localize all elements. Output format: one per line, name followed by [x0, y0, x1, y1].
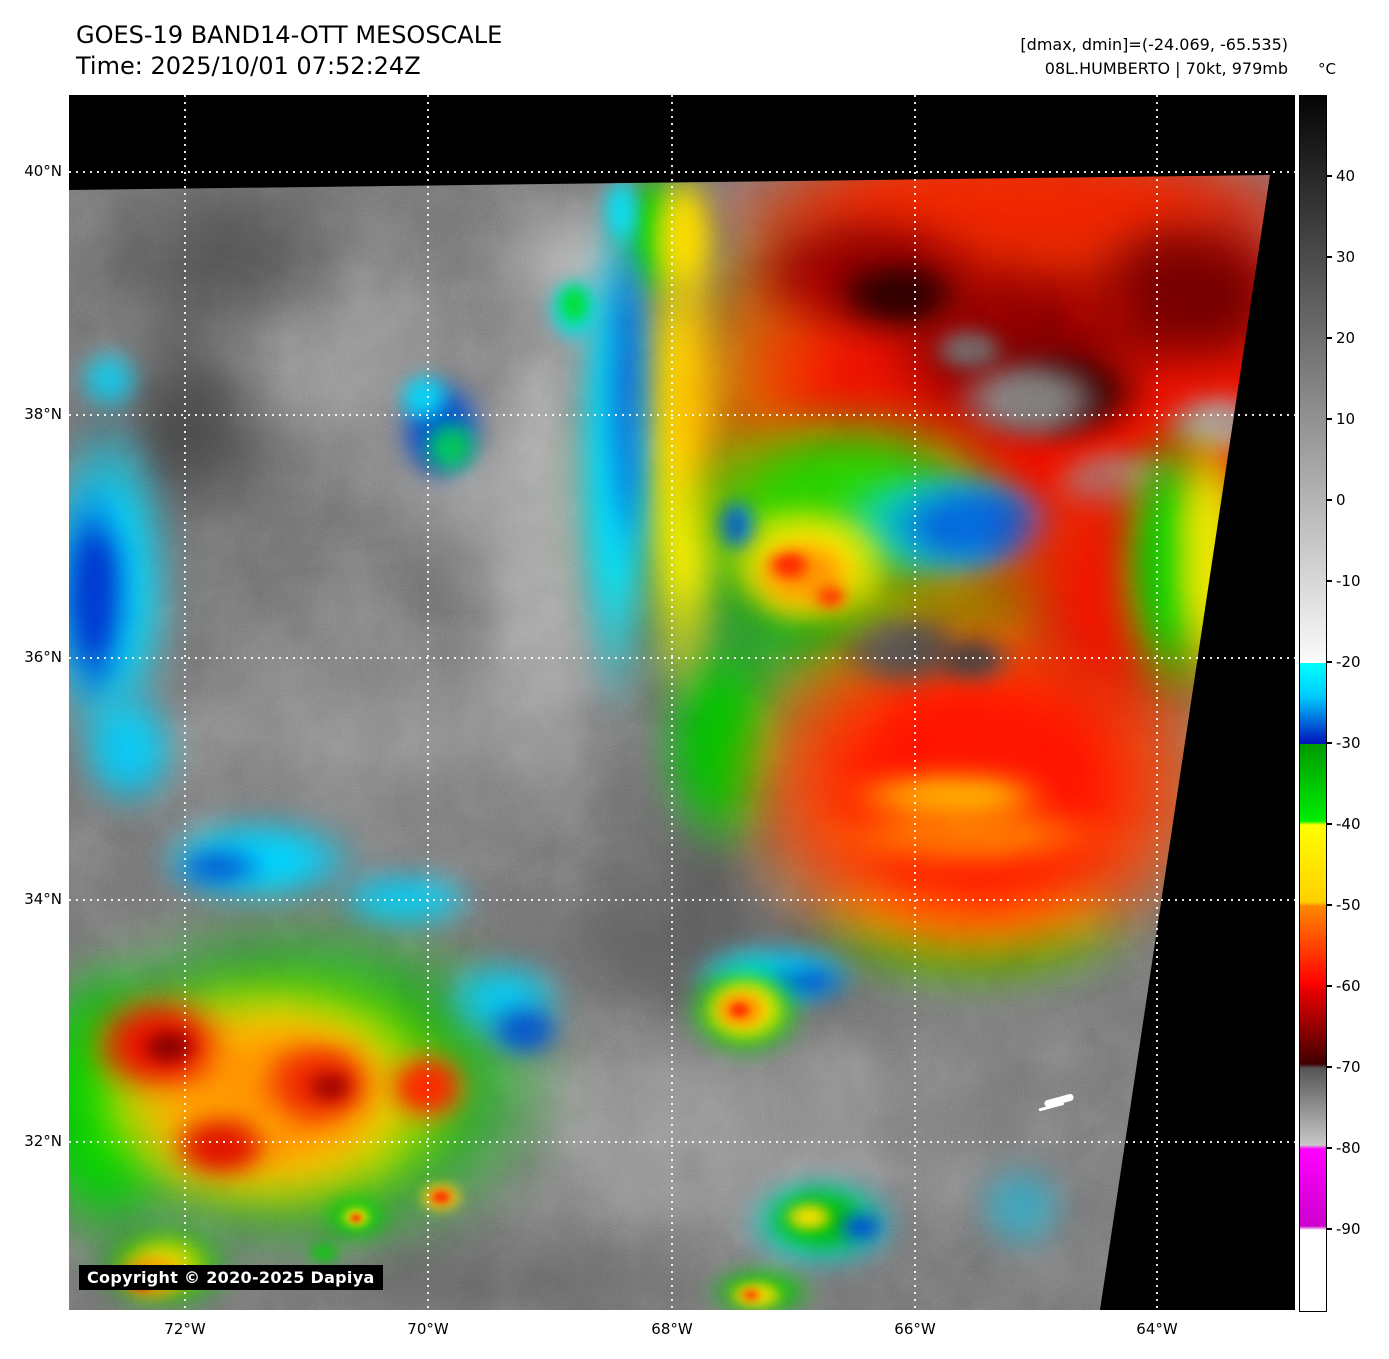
- colorbar-tick: [1326, 175, 1332, 177]
- colorbar-tick: [1326, 1147, 1332, 1149]
- gridline-38n: [69, 414, 1295, 416]
- cloud-blob: [783, 1202, 835, 1232]
- cloud-blob: [601, 175, 641, 250]
- gridline-32n: [69, 1141, 1295, 1143]
- lat-label: 34°N: [24, 890, 62, 908]
- colorbar-tick-label: -80: [1336, 1139, 1361, 1157]
- info-block: [dmax, dmin]=(-24.069, -65.535) 08L.HUMB…: [1020, 33, 1288, 81]
- colorbar-unit-label: °C: [1318, 60, 1336, 78]
- colorbar-tick-label: -10: [1336, 572, 1361, 590]
- colorbar-tick-label: -50: [1336, 896, 1361, 914]
- gridline-34n: [69, 899, 1295, 901]
- colorbar-tick: [1326, 661, 1332, 663]
- colorbar-tick-label: -60: [1336, 977, 1361, 995]
- cloud-blob: [839, 770, 1059, 820]
- lat-label: 32°N: [24, 1132, 62, 1150]
- satellite-map: Copyright © 2020-2025 Dapiya: [69, 95, 1295, 1310]
- colorbar: [1299, 95, 1327, 1312]
- satellite-imagery: [69, 175, 1270, 1310]
- colorbar-tick-label: -40: [1336, 815, 1361, 833]
- cloud-blob: [348, 1212, 364, 1224]
- colorbar-tick: [1326, 580, 1332, 582]
- colorbar-tick: [1326, 823, 1332, 825]
- colorbar-tick-label: 20: [1336, 329, 1356, 347]
- colorbar-tick-label: 10: [1336, 410, 1356, 428]
- colorbar-tick: [1326, 256, 1332, 258]
- gridline-68w: [671, 95, 673, 1310]
- colorbar-tick: [1326, 1228, 1332, 1230]
- product-title: GOES-19 BAND14-OTT MESOSCALE: [76, 21, 503, 49]
- gridline-64w: [1156, 95, 1158, 1310]
- cloud-blob: [739, 1287, 763, 1303]
- lon-label: 72°W: [164, 1320, 206, 1338]
- lat-label: 38°N: [24, 405, 62, 423]
- cloud-blob: [89, 175, 369, 335]
- lon-label: 64°W: [1136, 1320, 1178, 1338]
- cloud-blob: [119, 645, 619, 825]
- gridline-72w: [184, 95, 186, 1310]
- lat-label: 40°N: [24, 162, 62, 180]
- timestamp: Time: 2025/10/01 07:52:24Z: [76, 52, 421, 81]
- lon-label: 68°W: [651, 1320, 693, 1338]
- cloud-blob: [835, 1209, 887, 1245]
- cloud-blob: [975, 1161, 1067, 1253]
- gridline-40n: [69, 171, 1295, 173]
- colorbar-tick-label: -90: [1336, 1220, 1361, 1238]
- title-block: GOES-19 BAND14-OTT MESOSCALE Time: 2025/…: [76, 20, 502, 82]
- colorbar-tick-label: 40: [1336, 167, 1356, 185]
- gridline-70w: [427, 95, 429, 1310]
- cloud-blob: [380, 1047, 472, 1127]
- colorbar-tick: [1326, 499, 1332, 501]
- cloud-blob: [715, 495, 759, 555]
- cloud-blob: [427, 1187, 455, 1207]
- colorbar-tick-label: -20: [1336, 653, 1361, 671]
- gridline-36n: [69, 657, 1295, 659]
- cloud-blob: [764, 547, 814, 583]
- colorbar-tick: [1326, 1066, 1332, 1068]
- colorbar-tick-label: -70: [1336, 1058, 1361, 1076]
- storm-readout: 08L.HUMBERTO | 70kt, 979mb: [1044, 59, 1288, 78]
- cloud-blob: [829, 255, 969, 335]
- cloud-blob: [421, 417, 481, 477]
- lon-label: 66°W: [894, 1320, 936, 1338]
- lat-label: 36°N: [24, 648, 62, 666]
- gridline-66w: [914, 95, 916, 1310]
- cloud-blob: [929, 325, 1009, 375]
- cloud-blob: [139, 1027, 199, 1067]
- lon-label: 70°W: [407, 1320, 449, 1338]
- colorbar-tick-label: 0: [1336, 491, 1346, 509]
- copyright: Copyright © 2020-2025 Dapiya: [79, 1265, 383, 1290]
- colorbar-tick: [1326, 985, 1332, 987]
- cloud-blob: [727, 1001, 751, 1019]
- colorbar-tick-label: -30: [1336, 734, 1361, 752]
- cloud-blob: [306, 1241, 342, 1265]
- colorbar-tick: [1326, 418, 1332, 420]
- colorbar-tick-label: 30: [1336, 248, 1356, 266]
- cloud-blob: [165, 1111, 277, 1183]
- cloud-blob: [306, 1069, 356, 1105]
- cloud-blob: [77, 688, 181, 812]
- colorbar-tick: [1326, 904, 1332, 906]
- cloud-blob: [554, 279, 594, 331]
- cloud-blob: [929, 632, 1019, 688]
- colorbar-tick: [1326, 337, 1332, 339]
- cloud-blob: [77, 348, 141, 412]
- cloud-blob: [484, 1000, 564, 1060]
- range-readout: [dmax, dmin]=(-24.069, -65.535): [1020, 35, 1288, 54]
- colorbar-tick: [1326, 742, 1332, 744]
